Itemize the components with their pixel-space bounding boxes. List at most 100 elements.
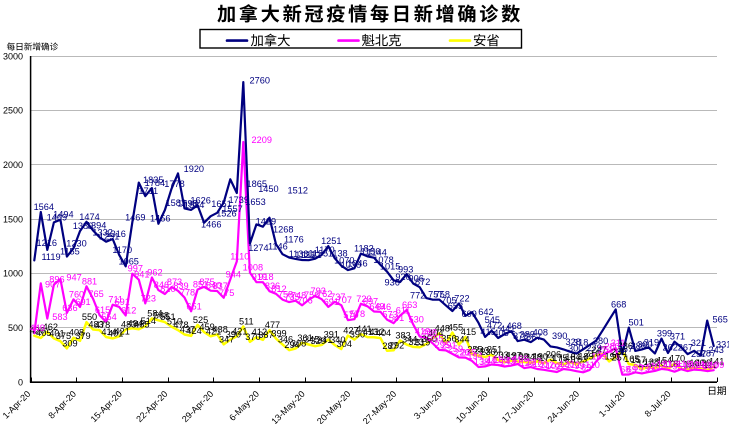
- svg-text:367: 367: [526, 332, 541, 342]
- svg-text:545: 545: [485, 315, 500, 325]
- svg-text:243: 243: [709, 345, 724, 355]
- svg-text:530: 530: [409, 314, 424, 324]
- svg-text:612: 612: [121, 306, 136, 316]
- svg-text:190: 190: [605, 351, 620, 361]
- svg-text:100: 100: [703, 361, 718, 371]
- svg-text:1121: 1121: [302, 250, 322, 260]
- svg-text:408: 408: [533, 328, 548, 338]
- svg-text:102: 102: [546, 361, 561, 371]
- svg-text:1456: 1456: [150, 214, 170, 224]
- svg-text:636: 636: [62, 303, 77, 313]
- svg-text:230: 230: [611, 347, 626, 357]
- svg-text:705: 705: [441, 295, 456, 305]
- svg-text:390: 390: [350, 330, 365, 340]
- svg-text:255: 255: [467, 344, 482, 354]
- svg-text:720: 720: [356, 294, 371, 304]
- svg-text:583: 583: [52, 312, 67, 322]
- svg-text:144: 144: [480, 356, 495, 366]
- svg-text:573: 573: [382, 310, 397, 320]
- svg-text:143: 143: [500, 357, 515, 367]
- svg-text:2500: 2500: [3, 106, 23, 116]
- svg-text:2209: 2209: [252, 135, 272, 145]
- svg-text:404: 404: [376, 328, 391, 338]
- svg-text:203: 203: [493, 350, 508, 360]
- svg-text:1626: 1626: [190, 195, 210, 205]
- svg-text:578: 578: [350, 309, 365, 319]
- svg-text:128: 128: [520, 358, 535, 368]
- svg-text:510: 510: [167, 317, 182, 327]
- svg-text:1065: 1065: [118, 256, 138, 266]
- svg-text:251: 251: [598, 345, 613, 355]
- svg-text:1653: 1653: [245, 197, 265, 207]
- svg-text:361: 361: [297, 333, 312, 343]
- svg-text:421: 421: [115, 326, 130, 336]
- svg-text:92: 92: [646, 362, 656, 372]
- svg-text:112: 112: [540, 360, 555, 370]
- svg-text:189: 189: [591, 352, 606, 362]
- svg-text:1564: 1564: [34, 202, 54, 212]
- svg-text:762: 762: [317, 289, 332, 299]
- svg-text:190: 190: [513, 351, 528, 361]
- svg-text:1450: 1450: [258, 184, 278, 194]
- svg-text:319: 319: [415, 337, 430, 347]
- svg-text:455: 455: [448, 323, 463, 333]
- svg-text:1474: 1474: [79, 212, 99, 222]
- svg-text:118: 118: [664, 359, 679, 369]
- svg-text:441: 441: [500, 324, 515, 334]
- svg-text:308: 308: [291, 339, 306, 349]
- svg-text:1920: 1920: [184, 164, 204, 174]
- svg-text:345: 345: [304, 335, 319, 345]
- svg-text:137: 137: [526, 357, 541, 367]
- svg-text:775: 775: [219, 288, 234, 298]
- svg-text:291: 291: [441, 340, 456, 350]
- svg-text:184: 184: [565, 352, 580, 362]
- svg-text:1135: 1135: [308, 249, 328, 259]
- svg-text:1046: 1046: [347, 258, 367, 268]
- svg-text:129: 129: [696, 358, 711, 368]
- svg-text:412: 412: [252, 327, 267, 337]
- svg-text:722: 722: [454, 294, 469, 304]
- svg-text:615: 615: [95, 305, 110, 315]
- svg-text:419: 419: [415, 327, 430, 337]
- svg-text:399: 399: [271, 329, 286, 339]
- svg-text:568: 568: [154, 310, 169, 320]
- svg-text:611: 611: [396, 306, 411, 316]
- svg-text:748: 748: [291, 291, 306, 301]
- svg-text:286: 286: [631, 341, 646, 351]
- svg-text:1584: 1584: [184, 200, 204, 210]
- svg-text:873: 873: [167, 277, 182, 287]
- svg-text:344: 344: [402, 335, 417, 345]
- svg-text:99: 99: [574, 361, 584, 371]
- svg-text:2760: 2760: [250, 76, 270, 86]
- svg-text:941: 941: [134, 270, 149, 280]
- svg-text:691: 691: [75, 297, 90, 307]
- svg-text:292: 292: [389, 340, 404, 350]
- svg-text:161: 161: [487, 355, 502, 365]
- svg-text:485: 485: [134, 319, 149, 329]
- svg-text:116: 116: [683, 359, 698, 369]
- svg-text:459: 459: [199, 322, 214, 332]
- svg-text:875: 875: [199, 277, 214, 287]
- svg-text:206: 206: [546, 350, 561, 360]
- svg-text:0: 0: [18, 377, 23, 387]
- svg-text:259: 259: [448, 344, 463, 354]
- svg-text:1015: 1015: [380, 262, 400, 272]
- svg-text:257: 257: [618, 344, 633, 354]
- svg-text:1332: 1332: [92, 227, 112, 237]
- svg-text:355: 355: [428, 333, 443, 343]
- svg-text:840: 840: [206, 281, 221, 291]
- svg-text:1835: 1835: [143, 175, 163, 185]
- svg-text:1176: 1176: [284, 235, 304, 245]
- svg-text:812: 812: [271, 284, 286, 294]
- svg-text:1316: 1316: [105, 229, 125, 239]
- svg-text:872: 872: [415, 277, 430, 287]
- svg-text:758: 758: [278, 290, 293, 300]
- svg-text:1268: 1268: [273, 225, 293, 235]
- svg-text:383: 383: [395, 330, 410, 340]
- svg-text:649: 649: [369, 302, 384, 312]
- svg-text:371: 371: [670, 332, 685, 342]
- svg-text:441: 441: [356, 324, 371, 334]
- svg-text:347: 347: [219, 334, 234, 344]
- svg-text:837: 837: [213, 281, 228, 291]
- svg-text:707: 707: [337, 295, 352, 305]
